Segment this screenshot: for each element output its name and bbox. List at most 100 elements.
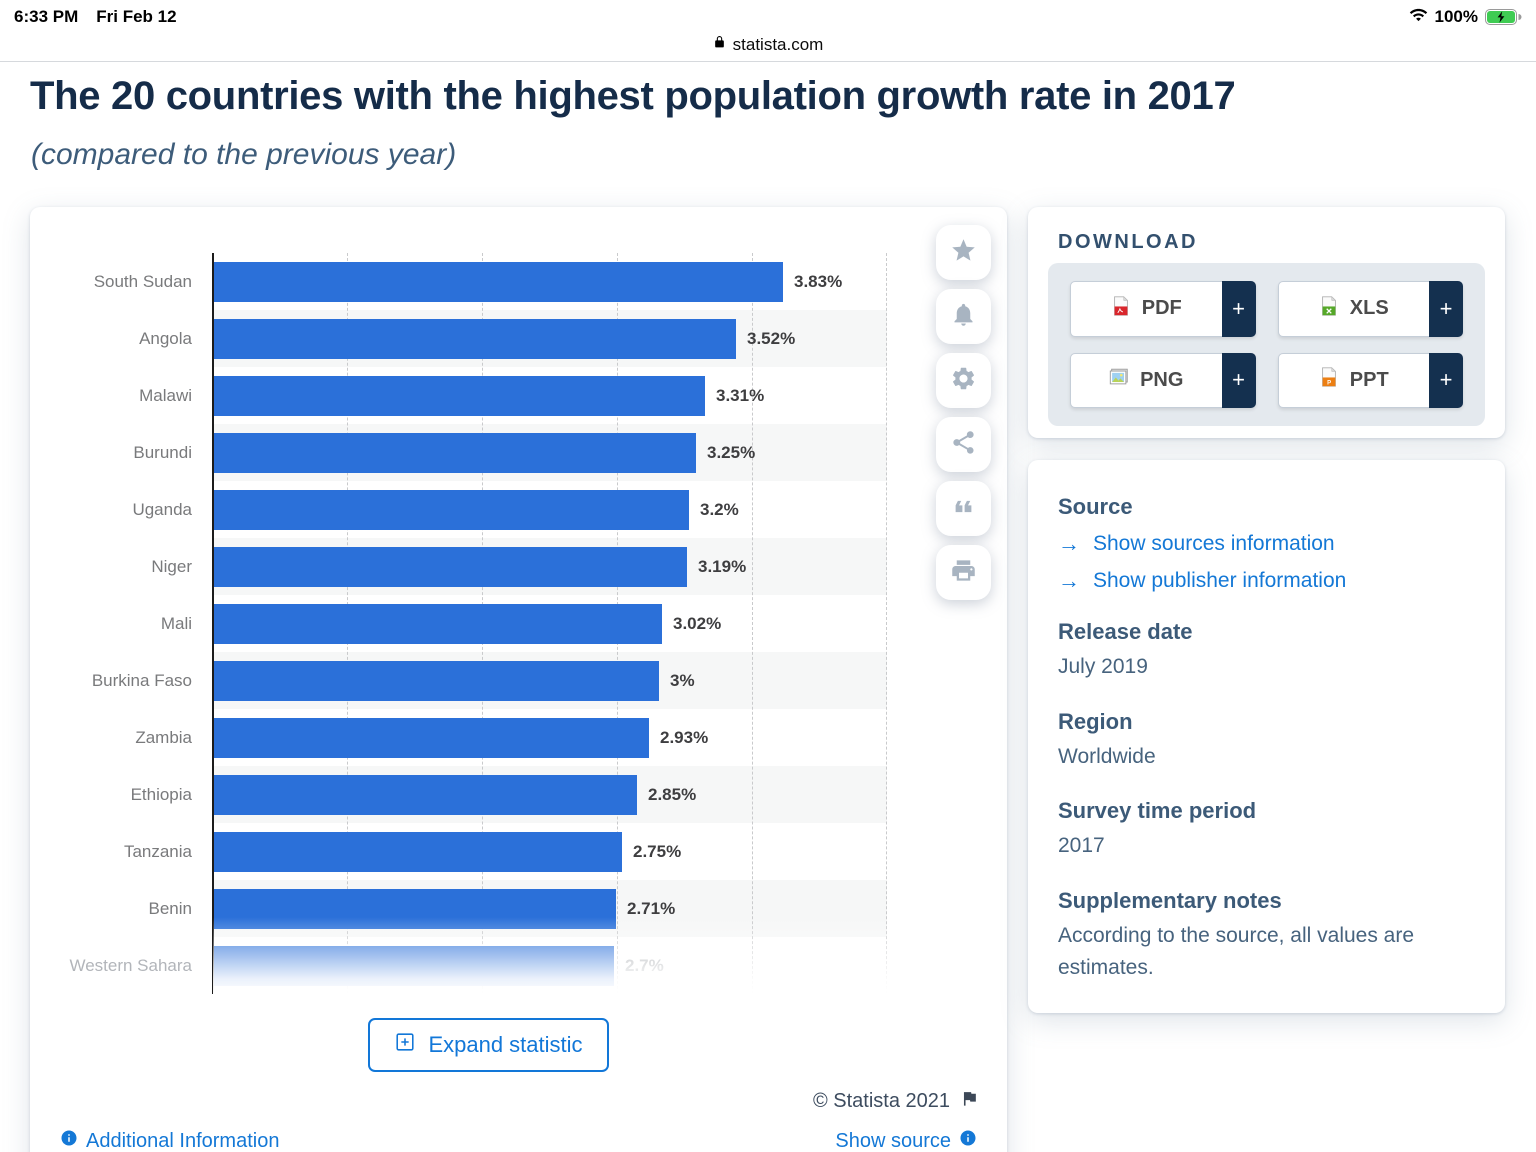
bar-value-label: 2.71% — [627, 898, 676, 918]
pdf-plus-button[interactable]: + — [1221, 281, 1256, 337]
bar[interactable] — [212, 945, 614, 986]
print-button[interactable] — [936, 545, 991, 600]
bar-value-label: 3.25% — [707, 442, 756, 462]
chart-row: Niger 3.19% — [30, 538, 887, 595]
status-bar: 6:33 PM Fri Feb 12 100% — [0, 0, 1536, 30]
chart-row: Tanzania 2.75% — [30, 823, 887, 880]
download-xls-button[interactable]: XLS + — [1277, 281, 1463, 337]
country-label: South Sudan — [93, 271, 192, 291]
ppt-plus-button[interactable]: + — [1429, 352, 1463, 408]
bar[interactable] — [212, 375, 705, 416]
arrow-icon: → — [1058, 531, 1080, 556]
png-file-icon — [1108, 366, 1130, 394]
expand-statistic-button[interactable]: Expand statistic — [368, 1018, 609, 1072]
bar-value-label: 3.02% — [673, 613, 722, 633]
additional-information-label: Additional Information — [86, 1129, 280, 1152]
svg-text:P: P — [1327, 381, 1331, 387]
region-heading: Region — [1058, 708, 1133, 734]
bar[interactable] — [212, 603, 662, 644]
country-label: Tanzania — [123, 841, 192, 861]
bar[interactable] — [212, 318, 736, 359]
show-publisher-information-label: Show publisher information — [1093, 569, 1347, 592]
bar-track: 2.71% — [212, 880, 887, 937]
source-heading: Source — [1058, 494, 1133, 519]
battery-icon — [1485, 9, 1522, 25]
bar-value-label: 2.93% — [660, 727, 709, 747]
chart-rows: South Sudan 3.83% Angola 3.52% Malawi 3.31% Bu… — [30, 253, 887, 994]
quote-icon — [950, 493, 977, 525]
print-icon — [950, 557, 977, 589]
country-label: Burkina Faso — [91, 670, 192, 690]
bar[interactable] — [212, 489, 689, 530]
info-icon — [959, 1129, 977, 1152]
bar-value-label: 3.2% — [700, 499, 739, 519]
survey-time-period-heading: Survey time period — [1058, 798, 1257, 824]
bar-track: 3.31% — [212, 367, 887, 424]
bar[interactable] — [212, 888, 616, 929]
statistic-card: South Sudan 3.83% Angola 3.52% Malawi 3.31% Bu… — [30, 207, 1007, 1152]
bar-track: 2.7% — [212, 937, 887, 994]
chart-row: Malawi 3.31% — [30, 367, 887, 424]
download-heading: DOWNLOAD — [1058, 231, 1198, 253]
country-label: Uganda — [132, 499, 192, 519]
gear-icon — [950, 365, 977, 397]
bar-track: 2.75% — [212, 823, 887, 880]
chart-row: Benin 2.71% — [30, 880, 887, 937]
share-icon — [950, 429, 977, 461]
country-label: Ethiopia — [130, 784, 192, 804]
favorite-button[interactable] — [936, 225, 991, 280]
chart-row: Burkina Faso 3% — [30, 652, 887, 709]
bar-value-label: 3.31% — [716, 385, 765, 405]
bar[interactable] — [212, 261, 783, 302]
settings-button[interactable] — [936, 353, 991, 408]
share-button[interactable] — [936, 417, 991, 472]
bar-track: 3.25% — [212, 424, 887, 481]
bar-track: 3.02% — [212, 595, 887, 652]
download-xls-label: XLS — [1349, 297, 1389, 320]
png-plus-button[interactable]: + — [1221, 352, 1256, 408]
show-publisher-information-link[interactable]: → Show publisher information — [1058, 568, 1475, 594]
bar-track: 2.85% — [212, 766, 887, 823]
chart-row: Western Sahara 2.7% — [30, 937, 887, 994]
show-source-link[interactable]: Show source — [835, 1129, 977, 1152]
bar-track: 2.93% — [212, 709, 887, 766]
additional-information-link[interactable]: Additional Information — [60, 1129, 279, 1152]
source-panel: Source → Show sources information → Show… — [1028, 460, 1505, 1013]
star-icon — [950, 237, 977, 269]
release-date-value: July 2019 — [1058, 655, 1148, 678]
xls-plus-button[interactable]: + — [1429, 281, 1463, 337]
bar-track: 3% — [212, 652, 887, 709]
show-source-label: Show source — [835, 1129, 951, 1152]
bar[interactable] — [212, 717, 649, 758]
info-icon — [60, 1129, 78, 1152]
release-date-heading: Release date — [1058, 619, 1193, 644]
page-title: The 20 countries with the highest popula… — [30, 74, 1236, 118]
flag-icon[interactable] — [960, 1089, 979, 1114]
bar-track: 3.19% — [212, 538, 887, 595]
grid-line — [886, 253, 887, 994]
pdf-file-icon — [1110, 295, 1132, 323]
citation-button[interactable] — [936, 481, 991, 536]
page-subtitle: (compared to the previous year) — [31, 138, 457, 171]
bar[interactable] — [212, 831, 622, 872]
bar[interactable] — [212, 546, 687, 587]
address-bar[interactable]: statista.com — [0, 28, 1536, 62]
download-pdf-label: PDF — [1141, 297, 1182, 320]
alert-button[interactable] — [936, 289, 991, 344]
bar[interactable] — [212, 432, 696, 473]
expand-statistic-label: Expand statistic — [428, 1032, 583, 1057]
chart-row: Angola 3.52% — [30, 310, 887, 367]
bar[interactable] — [212, 660, 659, 701]
survey-time-period-value: 2017 — [1058, 834, 1105, 858]
lock-icon — [713, 34, 726, 55]
download-ppt-button[interactable]: P PPT + — [1277, 352, 1463, 408]
bar[interactable] — [212, 774, 637, 815]
bar-chart: South Sudan 3.83% Angola 3.52% Malawi 3.31% Bu… — [30, 253, 887, 994]
download-pdf-button[interactable]: PDF + — [1070, 281, 1256, 337]
show-sources-information-link[interactable]: → Show sources information — [1058, 531, 1475, 557]
copyright: © Statista 2021 — [813, 1089, 979, 1114]
download-png-button[interactable]: PNG + — [1070, 352, 1256, 408]
country-label: Western Sahara — [69, 955, 192, 975]
grid-line — [752, 253, 753, 994]
